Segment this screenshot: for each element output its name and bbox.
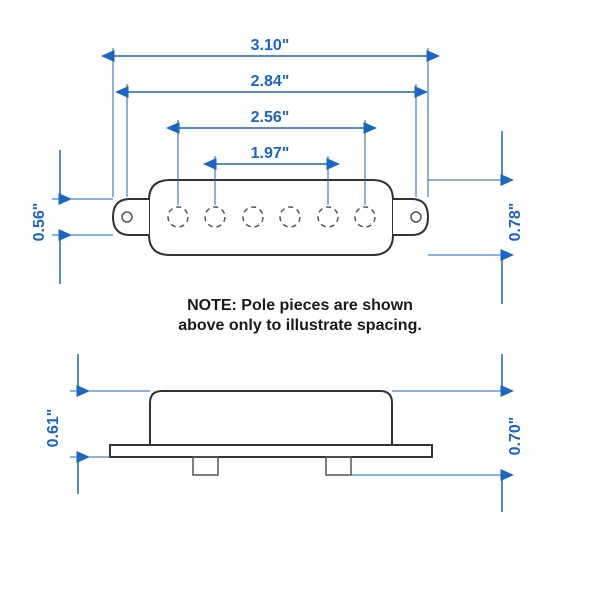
dim-overall-width-label: 3.10" xyxy=(251,37,290,54)
pickup-engineering-drawing: 3.10" 2.84" 2.56" 1.97" 0.56" 0. xyxy=(0,0,600,600)
dim-body-height: 0.78" xyxy=(428,131,524,304)
foot-right xyxy=(326,457,351,475)
mounting-ear-left xyxy=(113,199,149,235)
dim-outer-pole-span-label: 2.56" xyxy=(251,109,290,126)
top-view: 3.10" 2.84" 2.56" 1.97" 0.56" 0. xyxy=(31,37,524,304)
pickup-cover-top xyxy=(149,180,393,255)
dim-inner-pole-span: 1.97" xyxy=(215,145,328,164)
note-line-1: NOTE: Pole pieces are shown xyxy=(187,297,413,314)
side-view: 0.61" 0.70" xyxy=(45,354,524,512)
dim-outer-pole-span: 2.56" xyxy=(178,109,365,128)
dim-ear-height: 0.56" xyxy=(31,150,113,284)
dim-body-height-label: 0.78" xyxy=(507,203,524,242)
dim-cover-height: 0.61" xyxy=(45,354,150,494)
dim-inner-pole-span-label: 1.97" xyxy=(251,145,290,162)
note-line-2: above only to illustrate spacing. xyxy=(178,317,422,334)
foot-left xyxy=(193,457,218,475)
dim-total-height-label: 0.70" xyxy=(507,417,524,456)
dim-mount-hole-span-label: 2.84" xyxy=(251,73,290,90)
dim-mount-hole-span: 2.84" xyxy=(127,73,416,92)
pickup-cover-side xyxy=(150,391,392,445)
dim-ear-height-label: 0.56" xyxy=(31,203,48,242)
dim-overall-width: 3.10" xyxy=(113,37,428,56)
bottom-plate xyxy=(110,445,432,457)
dim-cover-height-label: 0.61" xyxy=(45,409,62,448)
